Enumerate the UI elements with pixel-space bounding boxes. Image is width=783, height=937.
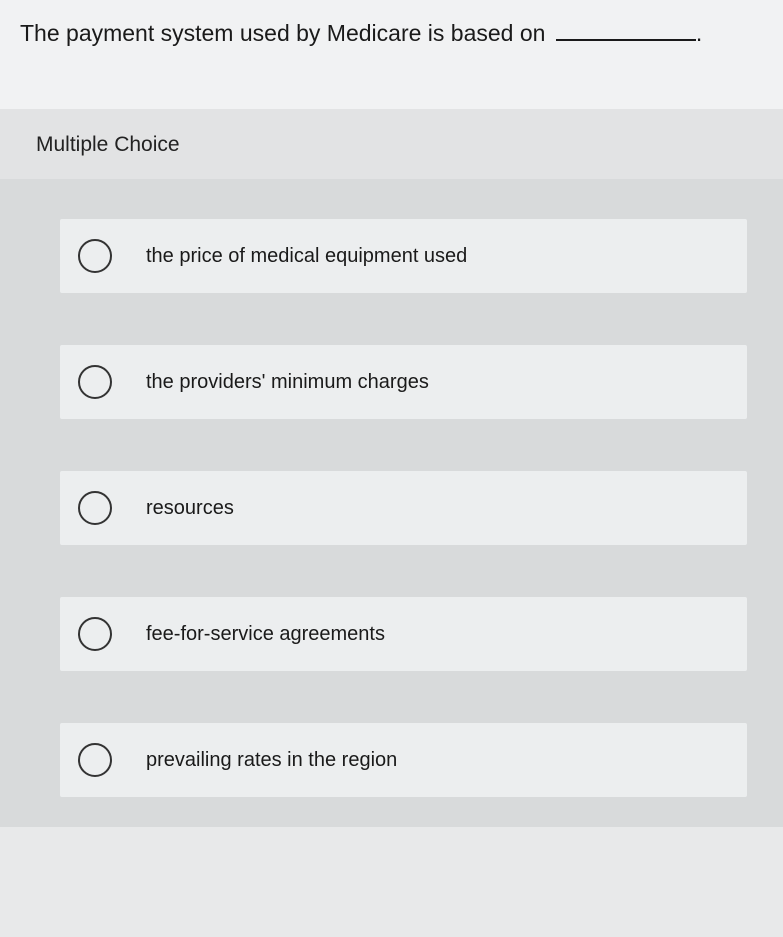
- option-row[interactable]: the price of medical equipment used: [60, 219, 747, 293]
- radio-button[interactable]: [78, 239, 112, 273]
- radio-button[interactable]: [78, 491, 112, 525]
- question-prefix: The payment system used by Medicare is b…: [20, 20, 545, 46]
- option-row[interactable]: fee-for-service agreements: [60, 597, 747, 671]
- options-list: the price of medical equipment used the …: [0, 179, 783, 827]
- section-label: Multiple Choice: [36, 133, 747, 157]
- option-label: the providers' minimum charges: [146, 369, 429, 395]
- multiple-choice-header: Multiple Choice: [0, 109, 783, 179]
- option-row[interactable]: resources: [60, 471, 747, 545]
- radio-button[interactable]: [78, 365, 112, 399]
- option-row[interactable]: the providers' minimum charges: [60, 345, 747, 419]
- fill-in-blank: [556, 39, 696, 41]
- option-row[interactable]: prevailing rates in the region: [60, 723, 747, 797]
- question-suffix: .: [696, 20, 702, 46]
- option-label: fee-for-service agreements: [146, 621, 385, 647]
- question-text: The payment system used by Medicare is b…: [20, 18, 763, 49]
- option-label: resources: [146, 495, 234, 521]
- option-label: the price of medical equipment used: [146, 243, 467, 269]
- radio-button[interactable]: [78, 743, 112, 777]
- question-area: The payment system used by Medicare is b…: [0, 0, 783, 109]
- option-label: prevailing rates in the region: [146, 747, 397, 773]
- quiz-page: The payment system used by Medicare is b…: [0, 0, 783, 937]
- multiple-choice-container: Multiple Choice the price of medical equ…: [0, 109, 783, 827]
- radio-button[interactable]: [78, 617, 112, 651]
